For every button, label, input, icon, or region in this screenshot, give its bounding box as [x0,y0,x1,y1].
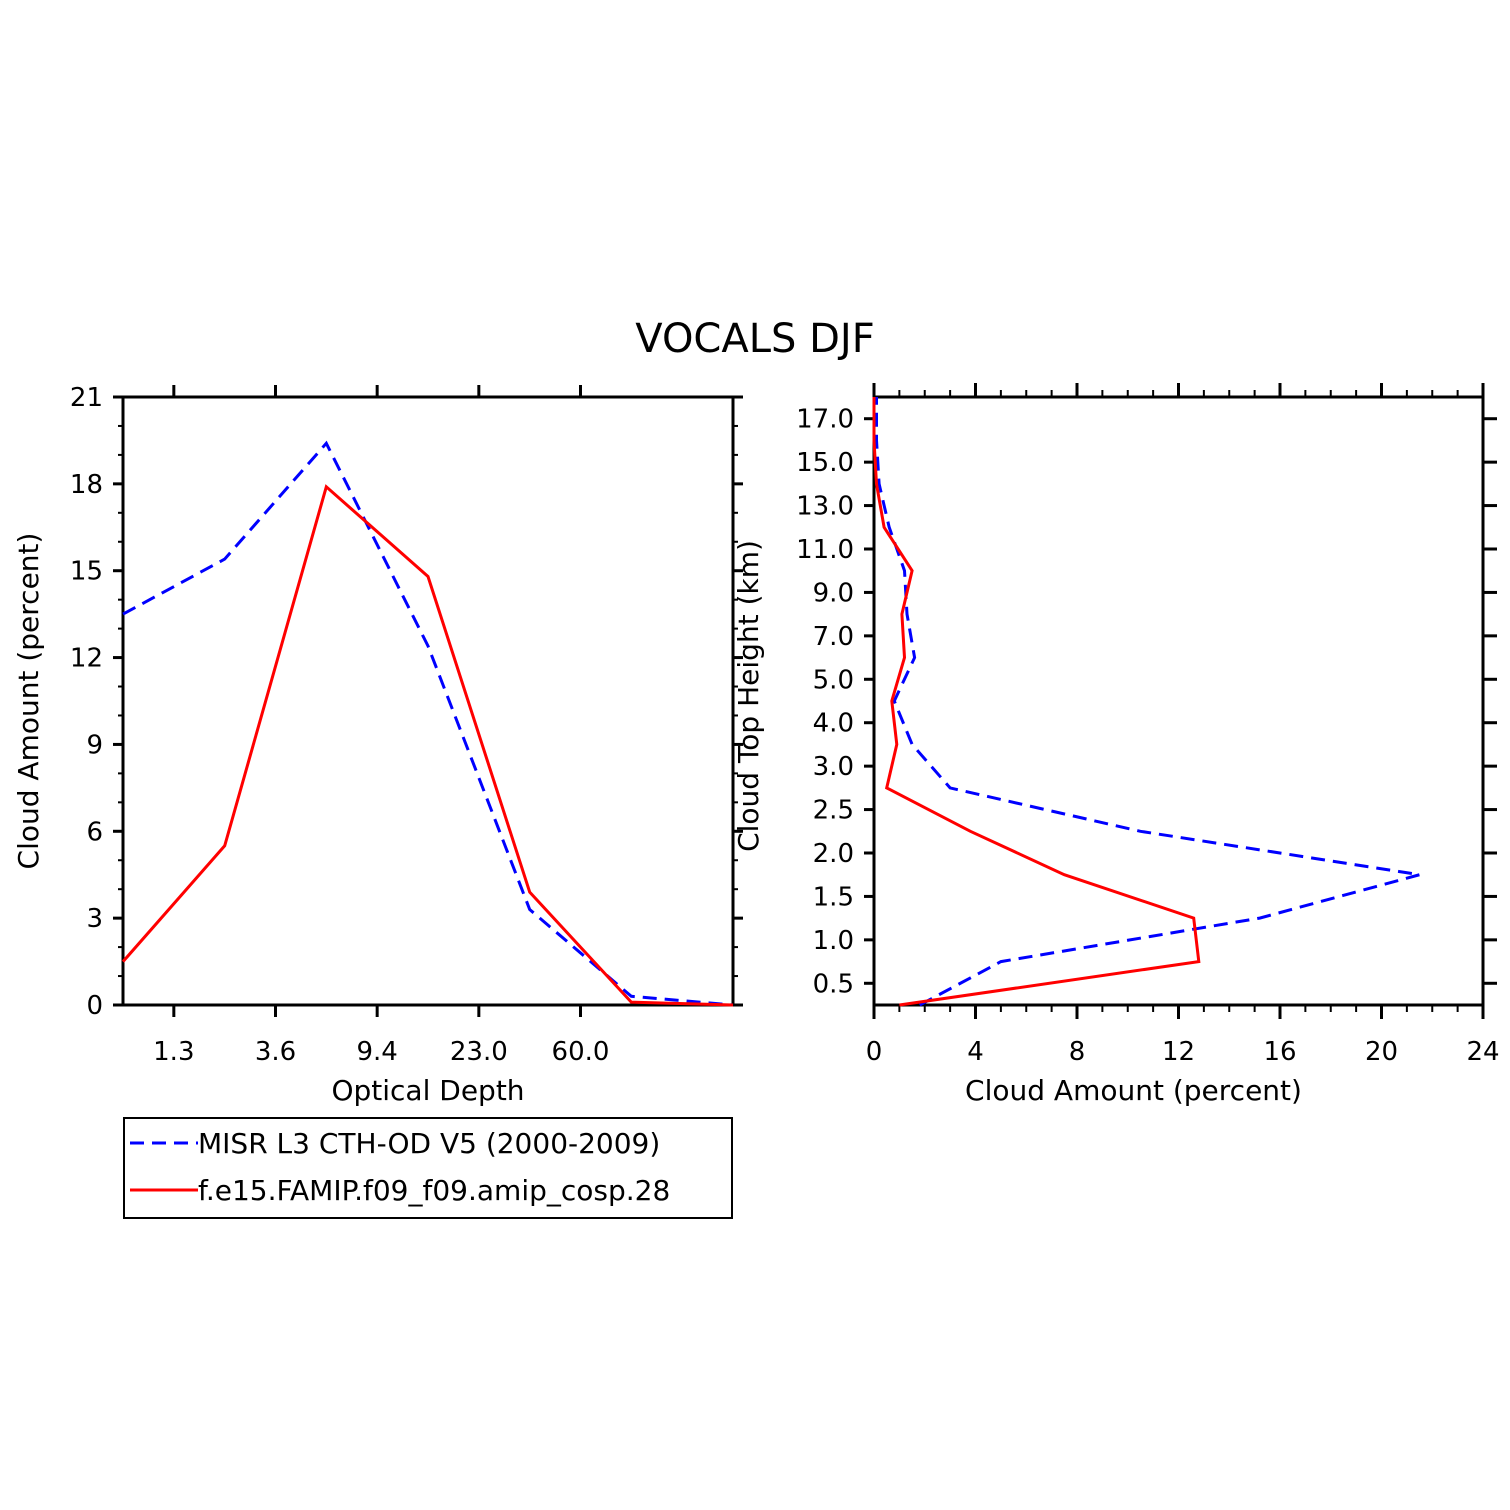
y-tick-label: 11.0 [796,535,854,565]
y-tick-label: 1.5 [813,882,854,912]
x-tick-label: 23.0 [450,1037,508,1067]
x-tick-label: 1.3 [153,1037,194,1067]
x-axis-label: Cloud Amount (percent) [965,1074,1302,1107]
y-tick-label: 18 [70,470,103,500]
x-tick-label: 60.0 [552,1037,610,1067]
y-axis-label: Cloud Top Height (km) [732,540,765,852]
y-axis-label: Cloud Amount (percent) [12,533,45,870]
y-tick-label: 6 [86,817,103,847]
x-axis-label: Optical Depth [331,1074,524,1107]
x-tick-label: 3.6 [255,1037,296,1067]
x-tick-label: 16 [1263,1037,1296,1067]
x-tick-label: 4 [967,1037,984,1067]
y-tick-label: 3.0 [813,752,854,782]
y-tick-label: 0.5 [813,969,854,999]
y-tick-label: 7.0 [813,622,854,652]
cloud-top-height-panel: 0.5 1.0 1.5 2.0 2.5 3.0 4.0 5.0 7.0 9.0 11.0 13.0 15… [732,383,1500,1107]
y-tick-label: 15.0 [796,448,854,478]
y-tick-label: 1.0 [813,926,854,956]
y-tick-label: 3 [86,904,103,934]
legend-label-model: f.e15.FAMIP.f09_f09.amip_cosp.28 [198,1174,670,1207]
x-tick-label: 24 [1466,1037,1499,1067]
y-tick-label: 15 [70,557,103,587]
series-line-1 [872,397,1201,1007]
y-tick-label: 17.0 [796,405,854,435]
y-tick-label: 5.0 [813,665,854,695]
optical-depth-panel: 0 3 6 9 12 15 18 21 1.3 3.6 9.4 23.0 60.0 Optical Dep… [12,383,743,1107]
series-line-0 [875,397,1420,1007]
series-line-0 [122,440,734,1007]
y-tick-label: 9 [86,730,103,760]
legend: MISR L3 CTH-OD V5 (2000-2009) f.e15.FAMI… [123,1117,733,1219]
x-tick-label: 0 [866,1037,883,1067]
x-tick-label: 8 [1069,1037,1086,1067]
figure-title: VOCALS DJF [635,316,874,362]
legend-box [123,1117,733,1219]
y-tick-label: 4.0 [813,709,854,739]
legend-label-misr: MISR L3 CTH-OD V5 (2000-2009) [198,1127,660,1160]
x-tick-label: 12 [1162,1037,1195,1067]
series-line-1 [121,484,734,1007]
y-tick-label: 9.0 [813,578,854,608]
x-tick-label: 9.4 [356,1037,397,1067]
y-tick-label: 12 [70,644,103,674]
y-tick-label: 2.0 [813,839,854,869]
y-tick-label: 0 [86,991,103,1021]
plot-frame [121,395,735,1007]
y-tick-label: 21 [70,383,103,413]
x-tick-label: 20 [1365,1037,1398,1067]
y-tick-label: 2.5 [813,796,854,826]
y-tick-label: 13.0 [796,492,854,522]
